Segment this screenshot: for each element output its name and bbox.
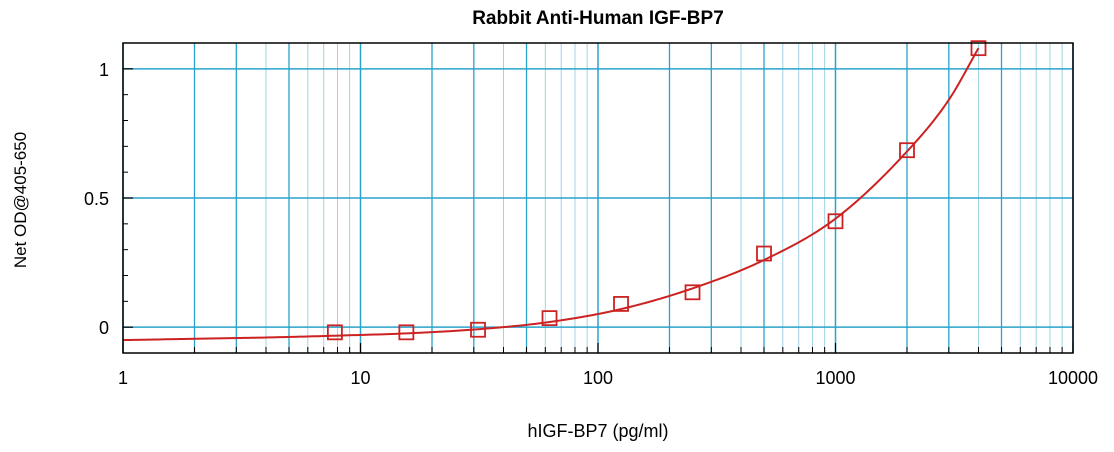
data-point (899, 142, 915, 159)
data-point (684, 284, 701, 301)
data-point (970, 40, 987, 57)
x-tick-label: 100 (583, 368, 613, 388)
x-tick-label: 1 (118, 368, 128, 388)
data-point (827, 213, 844, 230)
data-point (613, 296, 629, 312)
data-point (470, 321, 486, 338)
plot-frame (122, 42, 1074, 354)
data-point (756, 245, 772, 262)
y-tick-label: 1 (99, 60, 109, 80)
x-axis-label: hIGF-BP7 (pg/ml) (527, 421, 668, 441)
x-tick-label: 10 (350, 368, 370, 388)
fit-curve (122, 47, 980, 342)
data-point (541, 310, 558, 327)
data-point (326, 324, 343, 341)
major-grid (122, 43, 1074, 353)
y-axis-label: Net OD@405-650 (11, 132, 30, 268)
x-tick-label: 10000 (1048, 368, 1098, 388)
axis-ticks (122, 42, 1074, 354)
y-tick-label: 0.5 (84, 189, 109, 209)
data-points (326, 40, 987, 341)
chart-title: Rabbit Anti-Human IGF-BP7 (472, 8, 724, 29)
data-point (398, 324, 415, 341)
x-tick-labels: 1 10 100 1000 10000 (118, 368, 1098, 388)
y-tick-labels: 00.51 (84, 60, 109, 338)
y-tick-label: 0 (99, 318, 109, 338)
x-tick-label: 1000 (815, 368, 855, 388)
